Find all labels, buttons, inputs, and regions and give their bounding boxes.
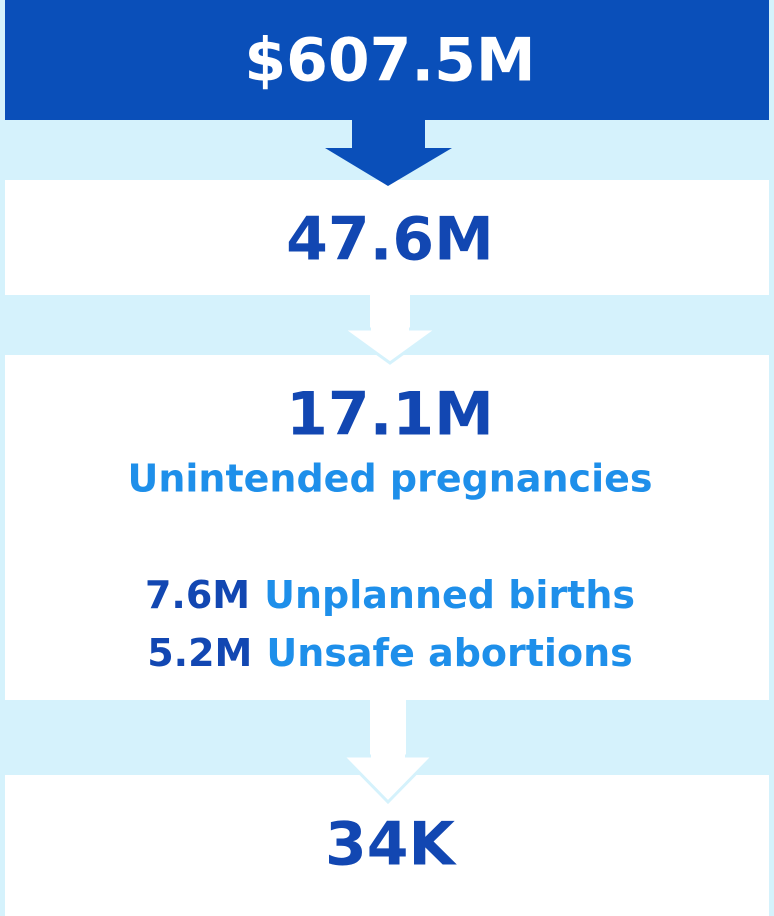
item: 5.2M Unsafe abortions bbox=[147, 631, 633, 675]
item-label: Unsafe abortions bbox=[266, 631, 632, 675]
top-box bbox=[5, 0, 769, 120]
item-value: 5.2M bbox=[147, 631, 252, 675]
box-value: $607.5M bbox=[244, 26, 535, 96]
arrow-shaft bbox=[370, 699, 406, 757]
arrow-joint bbox=[371, 326, 409, 334]
box-value: 34K bbox=[325, 810, 457, 880]
item: 7.6M Unplanned births bbox=[145, 573, 635, 617]
box bbox=[5, 355, 769, 700]
item-label: Unplanned births bbox=[264, 573, 635, 617]
box-value: 47.6M bbox=[286, 205, 494, 275]
arrow-head bbox=[325, 148, 452, 186]
arrow-joint bbox=[371, 752, 405, 760]
box-value: 17.1M bbox=[286, 380, 494, 450]
box-label: Unintended pregnancies bbox=[128, 457, 653, 501]
item-value: 7.6M bbox=[145, 573, 250, 617]
arrow-shaft bbox=[352, 118, 425, 150]
box bbox=[5, 180, 769, 295]
arrow-shaft bbox=[370, 294, 410, 330]
